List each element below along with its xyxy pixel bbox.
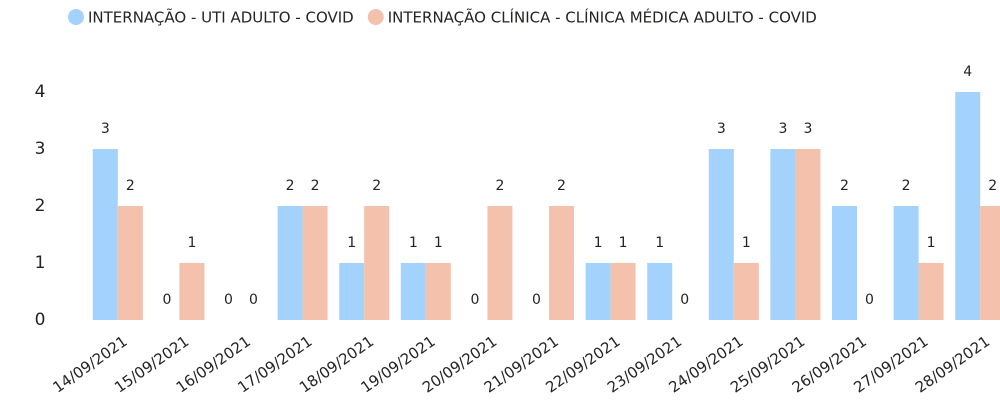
data-label: 3	[101, 121, 110, 137]
bar	[708, 149, 734, 320]
data-label: 2	[495, 178, 504, 194]
bar	[92, 149, 118, 320]
data-label: 2	[988, 178, 997, 194]
bar	[339, 263, 365, 320]
data-label: 2	[902, 178, 911, 194]
legend-label: INTERNAÇÃO - UTI ADULTO - COVID	[88, 8, 354, 27]
data-label: 0	[224, 292, 233, 308]
legend-label: INTERNAÇÃO CLÍNICA - CLÍNICA MÉDICA ADUL…	[388, 8, 817, 27]
bar	[364, 206, 390, 320]
data-label: 2	[311, 178, 320, 194]
bar	[425, 263, 451, 320]
data-label: 1	[434, 235, 443, 251]
data-label: 0	[680, 292, 689, 308]
bar	[117, 206, 143, 320]
data-label: 1	[927, 235, 936, 251]
bar	[585, 263, 611, 320]
data-label: 2	[126, 178, 135, 194]
data-label: 1	[347, 235, 356, 251]
data-label: 4	[963, 64, 972, 80]
data-label: 1	[619, 235, 628, 251]
y-tick-label: 2	[35, 196, 46, 216]
data-label: 3	[803, 121, 812, 137]
data-label: 0	[162, 292, 171, 308]
bar	[733, 263, 759, 320]
data-label: 1	[187, 235, 196, 251]
data-label: 2	[372, 178, 381, 194]
data-label: 0	[470, 292, 479, 308]
y-tick-label: 0	[35, 310, 46, 330]
bar	[893, 206, 919, 320]
legend-marker	[68, 9, 84, 25]
bar	[610, 263, 636, 320]
data-label: 1	[594, 235, 603, 251]
data-label: 0	[532, 292, 541, 308]
bar	[400, 263, 426, 320]
data-label: 0	[249, 292, 258, 308]
bar	[795, 149, 821, 320]
data-label: 3	[717, 121, 726, 137]
bar	[832, 206, 857, 320]
bar	[955, 92, 981, 320]
data-label: 2	[286, 178, 295, 194]
bar	[980, 206, 1000, 320]
bar	[647, 263, 673, 320]
bar	[549, 206, 574, 320]
legend-marker	[367, 9, 384, 25]
bar	[277, 206, 303, 320]
y-tick-label: 4	[35, 82, 46, 102]
data-label: 2	[840, 178, 849, 194]
data-label: 0	[865, 292, 874, 308]
data-label: 1	[409, 235, 418, 251]
data-label: 2	[557, 178, 566, 194]
data-label: 1	[742, 235, 751, 251]
y-tick-label: 3	[35, 139, 46, 159]
bar	[179, 263, 205, 320]
bar	[770, 149, 796, 320]
data-label: 3	[778, 121, 787, 137]
bar	[918, 263, 944, 320]
data-label: 1	[655, 235, 664, 251]
y-tick-label: 1	[35, 253, 46, 273]
bar	[487, 206, 513, 320]
bar	[302, 206, 328, 320]
